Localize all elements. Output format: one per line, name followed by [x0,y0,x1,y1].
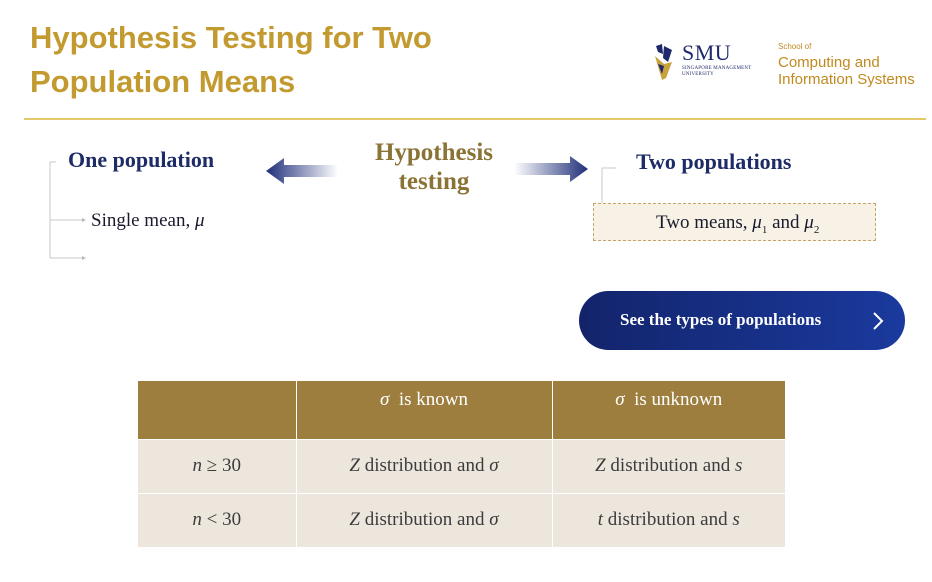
dist-symbol: s [732,509,740,531]
header-sigma-unknown: σ is unknown [552,381,785,439]
row-condition: n < 30 [138,492,297,547]
hypothesis-line-1: Hypothesis [374,139,494,166]
dist-text: distribution and [359,455,490,476]
n-symbol: n [192,509,202,531]
one-population-label: One population [68,147,215,172]
school-of-label: School of [778,42,812,51]
n-condition: < 30 [201,509,242,531]
header-sigma-known: σ is known [296,381,553,439]
see-types-label: See the types of populations [620,310,822,329]
two-means-label: Two means, μ1 and μ2 [656,212,819,236]
smu-scis-logo: SMU SINGAPORE MANAGEMENT UNIVERSITY Scho… [652,40,927,92]
header-empty [138,381,297,439]
hypothesis-testing-label: Hypothesis testing [340,138,528,196]
dist-symbol: σ [489,455,499,476]
hypothesis-line-2: testing [398,168,470,195]
arrow-right-icon [514,156,588,182]
header-unknown-text: is unknown [634,389,723,410]
dist-symbol: s [734,455,743,476]
smu-wordmark: SMU [682,40,732,65]
dist-var: Z [349,509,360,531]
mu1-subscript: 1 [761,223,768,236]
mu2-subscript: 2 [813,223,820,236]
dist-var: Z [349,455,360,476]
dist-text: distribution and [603,509,733,531]
chevron-right-icon [873,312,884,330]
arrow-left-icon [266,158,338,184]
header-known-text: is known [398,389,469,410]
distribution-table: σ is known σ is unknown n ≥ 30 Z distrib… [138,381,785,547]
see-types-of-populations-button[interactable]: See the types of populations [579,291,905,350]
smu-lion-icon [655,44,672,80]
two-populations-label: Two populations [636,149,792,174]
mu1-symbol: μ [752,212,762,233]
school-name-line-2: Information Systems [778,71,915,88]
smu-subtitle: SINGAPORE MANAGEMENT UNIVERSITY [682,66,752,77]
and-text: and [767,212,805,233]
school-name: Computing and Information Systems [778,54,915,88]
known-cell: Z distribution and σ [296,438,553,493]
unknown-cell: t distribution and s [552,492,785,547]
dist-text: distribution and [605,455,735,476]
n-condition: ≥ 30 [202,455,241,476]
tree-connector-left [49,161,86,260]
dist-var: t [597,509,604,531]
page-title: Hypothesis Testing for Two Population Me… [30,16,590,104]
two-means-option[interactable]: Two means, μ1 and μ2 [593,203,876,241]
mu2-symbol: μ [804,212,814,233]
title-line-1: Hypothesis Testing for Two [30,20,432,55]
header-divider [24,118,926,120]
single-mean-text: Single mean, [91,210,195,231]
table-header-row: σ is known σ is unknown [138,381,785,439]
table-row: n < 30 Z distribution and σ t distributi… [138,492,785,547]
dist-text: distribution and [359,509,490,531]
two-means-text: Two means, [656,212,753,233]
school-name-line-1: Computing and [778,54,880,71]
dist-var: Z [595,455,606,476]
row-condition: n ≥ 30 [138,438,297,493]
n-symbol: n [192,455,203,476]
title-line-2: Population Means [30,64,296,99]
unknown-cell: Z distribution and s [552,438,785,493]
dist-symbol: σ [489,509,499,531]
mu-symbol: μ [194,210,205,231]
single-mean-option[interactable]: Single mean, μ [91,210,205,232]
table-row: n ≥ 30 Z distribution and σ Z distributi… [138,438,785,493]
known-cell: Z distribution and σ [296,492,553,547]
sigma-symbol: σ [379,389,390,410]
sigma-symbol: σ [615,389,625,410]
